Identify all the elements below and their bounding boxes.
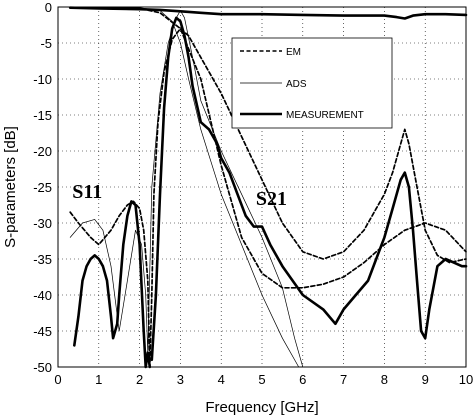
annotation-s21: S21 xyxy=(256,188,287,210)
x-tick-label: 9 xyxy=(422,372,429,387)
legend-label-em: EM xyxy=(286,47,301,58)
y-tick-label: -30 xyxy=(33,216,52,231)
curves xyxy=(68,6,468,369)
x-tick-label: 10 xyxy=(459,372,473,387)
series-measurement-line xyxy=(68,6,468,20)
y-tick-label: -5 xyxy=(40,36,52,51)
x-tick-label: 6 xyxy=(299,372,306,387)
y-tick-label: -20 xyxy=(33,144,52,159)
legend: EM ADS MEASUREMENT xyxy=(231,37,393,129)
x-tick-label: 2 xyxy=(136,372,143,387)
y-tick-label: -15 xyxy=(33,108,52,123)
y-tick-label: -35 xyxy=(33,252,52,267)
y-axis-label: S-parameters [dB] xyxy=(2,126,19,248)
x-axis-label: Frequency [GHz] xyxy=(205,399,318,416)
series-ads-line xyxy=(69,10,304,368)
y-tick-label: -50 xyxy=(33,360,52,375)
x-tick-label: 0 xyxy=(54,372,61,387)
x-tick-label: 1 xyxy=(95,372,102,387)
x-tick-label: 7 xyxy=(340,372,347,387)
legend-label-ads: ADS xyxy=(286,79,307,90)
series-measurement-line xyxy=(150,16,468,362)
y-tick-label: -40 xyxy=(33,288,52,303)
series-measurement xyxy=(68,6,468,369)
x-tick-label: 4 xyxy=(218,372,225,387)
legend-label-measurement: MEASUREMENT xyxy=(286,110,364,121)
tick-labels: 0 1 2 3 4 5 6 7 8 9 10 0 -5 -10 -15 -20 -25 -30 -35 -40 -45 -… xyxy=(33,0,473,387)
y-tick-label: -10 xyxy=(33,72,52,87)
series-measurement-line xyxy=(73,200,152,369)
series-ads-line xyxy=(69,6,300,368)
y-tick-label: -45 xyxy=(33,324,52,339)
y-tick-label: 0 xyxy=(45,0,52,15)
x-tick-label: 3 xyxy=(177,372,184,387)
x-tick-label: 5 xyxy=(258,372,265,387)
x-tick-label: 8 xyxy=(381,372,388,387)
y-tick-label: -25 xyxy=(33,180,52,195)
series-ads xyxy=(69,6,304,368)
annotation-s11: S11 xyxy=(72,181,102,203)
